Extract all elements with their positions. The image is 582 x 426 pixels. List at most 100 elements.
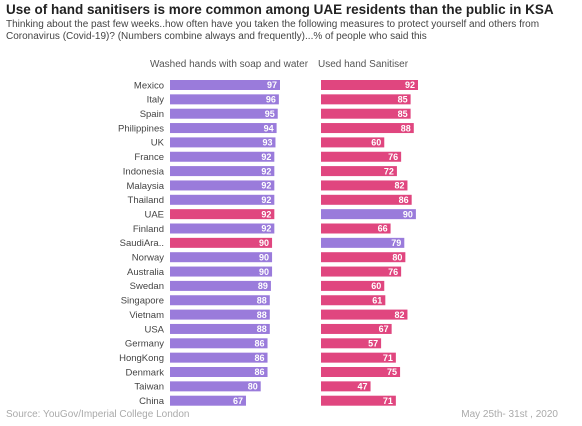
sanitiser-bar [321, 252, 406, 263]
category-label: Mexico [134, 80, 164, 91]
soap-bar [170, 309, 270, 320]
sanitiser-bar [321, 338, 382, 349]
soap-value-label: 95 [265, 109, 275, 119]
sanitiser-value-label: 92 [405, 80, 415, 90]
source-note: Source: YouGov/Imperial College London [6, 409, 190, 420]
category-label: USA [144, 324, 164, 335]
soap-value-label: 88 [257, 324, 267, 334]
sanitiser-bar [321, 323, 392, 334]
category-labels: Mexico Italy Spain Philippines UK France Indon… [118, 80, 165, 407]
sanitiser-value-label: 57 [368, 339, 378, 349]
soap-bar [170, 381, 261, 392]
sanitiser-value-label: 60 [371, 138, 381, 148]
soap-bar [170, 137, 276, 148]
soap-value-label: 90 [259, 252, 269, 262]
sanitiser-bar [321, 295, 386, 306]
panel-title-sanitiser: Used hand Sanitiser [318, 59, 409, 70]
sanitiser-value-label: 61 [372, 295, 382, 305]
sanitiser-value-label: 80 [392, 252, 402, 262]
sanitiser-bar [321, 381, 371, 392]
sanitiser-value-label: 82 [394, 310, 404, 320]
category-label: China [139, 396, 165, 407]
sanitiser-bar [321, 280, 385, 291]
sanitiser-value-label: 75 [387, 367, 397, 377]
category-label: Finland [133, 224, 164, 235]
category-label: UK [151, 138, 165, 149]
sanitiser-bar [321, 137, 385, 148]
sanitiser-bar [321, 367, 401, 377]
category-label: Germany [125, 339, 164, 350]
soap-value-label: 92 [261, 181, 271, 191]
soap-bar [170, 151, 275, 162]
soap-bar [170, 352, 268, 363]
soap-value-label: 86 [255, 339, 265, 349]
soap-value-label: 92 [261, 209, 271, 219]
soap-bars: 97 96 95 94 93 92 92 92 92 92 92 90 90 90 89 88 88 88 86 86… [170, 80, 280, 406]
sanitiser-bar [321, 266, 402, 277]
sanitiser-value-label: 90 [403, 209, 413, 219]
soap-value-label: 94 [264, 123, 274, 133]
sanitiser-value-label: 86 [399, 195, 409, 205]
sanitiser-bar [321, 395, 396, 406]
sanitiser-value-label: 66 [378, 224, 388, 234]
category-label: Vietnam [129, 310, 164, 321]
sanitiser-value-label: 71 [383, 396, 393, 406]
sanitiser-bar [321, 166, 397, 177]
sanitiser-bar [321, 80, 418, 90]
sanitiser-bar [321, 123, 414, 134]
soap-bar [170, 295, 270, 306]
sanitiser-value-label: 67 [379, 324, 389, 334]
soap-bar [170, 280, 271, 291]
sanitiser-value-label: 47 [358, 382, 368, 392]
category-label: Singapore [121, 296, 164, 307]
soap-value-label: 92 [261, 224, 271, 234]
category-label: UAE [144, 209, 164, 220]
sanitiser-value-label: 76 [388, 152, 398, 162]
category-label: Malaysia [127, 181, 165, 192]
sanitiser-bar [321, 194, 412, 205]
sanitiser-bar [321, 151, 402, 162]
soap-value-label: 89 [258, 281, 268, 291]
panel-title-soap: Washed hands with soap and water [150, 59, 309, 70]
soap-value-label: 88 [257, 310, 267, 320]
date-note: May 25th- 31st , 2020 [461, 409, 558, 420]
sanitiser-value-label: 79 [391, 238, 401, 248]
soap-value-label: 92 [261, 195, 271, 205]
sanitiser-bar [321, 309, 408, 320]
soap-value-label: 92 [261, 166, 271, 176]
category-label: Australia [127, 267, 165, 278]
soap-bar [170, 94, 279, 105]
soap-value-label: 86 [255, 353, 265, 363]
soap-value-label: 93 [262, 138, 272, 148]
category-label: Indonesia [123, 166, 165, 177]
soap-value-label: 97 [267, 80, 277, 90]
sanitiser-bar [321, 237, 405, 248]
category-label: Italy [147, 95, 165, 106]
soap-bar [170, 338, 268, 349]
soap-bar [170, 266, 273, 277]
soap-bar [170, 252, 273, 263]
category-label: France [134, 152, 164, 163]
soap-value-label: 88 [257, 295, 267, 305]
soap-value-label: 67 [233, 396, 243, 406]
soap-bar [170, 80, 280, 90]
sanitiser-bar [321, 352, 396, 363]
sanitiser-value-label: 85 [398, 95, 408, 105]
soap-value-label: 80 [248, 382, 258, 392]
category-label: Denmark [125, 367, 164, 378]
soap-value-label: 90 [259, 267, 269, 277]
soap-bar [170, 108, 278, 119]
category-label: SaudiAra.. [120, 238, 164, 249]
soap-value-label: 92 [261, 152, 271, 162]
soap-bar [170, 180, 275, 191]
soap-bar [170, 323, 270, 334]
chart-subtitle: Thinking about the past few weeks..how o… [6, 19, 540, 42]
soap-bar [170, 367, 268, 377]
category-label: Norway [132, 253, 164, 264]
soap-value-label: 86 [255, 367, 265, 377]
category-label: Thailand [128, 195, 164, 206]
soap-bar [170, 123, 277, 134]
sanitiser-bar [321, 108, 411, 119]
sanitiser-bar [321, 94, 411, 105]
sanitiser-value-label: 72 [384, 166, 394, 176]
